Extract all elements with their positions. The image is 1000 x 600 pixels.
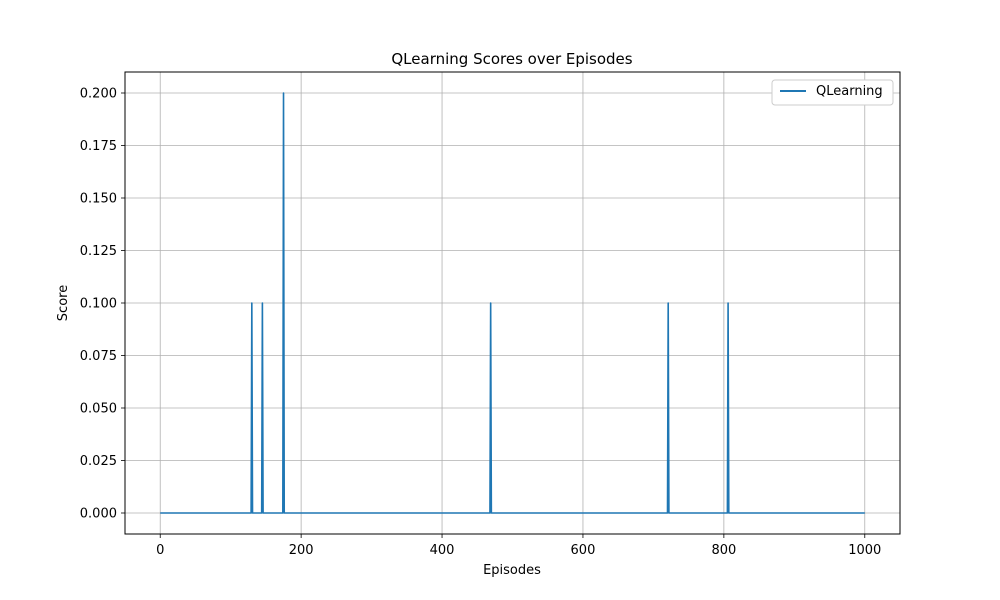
x-tick-label: 1000 [848,543,881,558]
y-tick-label: 0.200 [80,87,117,102]
series-layer [160,92,865,514]
x-tick-label: 800 [711,543,736,558]
y-tick-label: 0.000 [80,507,117,522]
x-axis-label: Episodes [483,563,541,578]
legend-label: QLearning [816,84,883,99]
y-tick-label: 0.075 [80,349,117,364]
y-tick-label: 0.025 [80,454,117,469]
series-line-qlearning [160,92,865,514]
grid [125,72,900,534]
chart-title: QLearning Scores over Episodes [391,50,632,68]
legend-box [771,79,894,106]
y-axis-label: Score [56,285,71,321]
x-tick-label: 600 [571,543,596,558]
y-tick-label: 0.150 [80,192,117,207]
y-tick-label: 0.100 [80,297,117,312]
y-tick-label: 0.125 [80,244,117,259]
x-axis: 0 200 400 600 800 1000 [156,534,881,558]
x-tick-label: 200 [289,543,314,558]
x-tick-label: 400 [430,543,455,558]
x-tick-label: 0 [156,543,164,558]
y-axis: 0.000 0.025 0.050 0.075 0.100 0.125 0.150 0.175… [80,87,125,522]
y-tick-label: 0.050 [80,402,117,417]
legend: QLearning [771,79,894,106]
y-tick-label: 0.175 [80,139,117,154]
